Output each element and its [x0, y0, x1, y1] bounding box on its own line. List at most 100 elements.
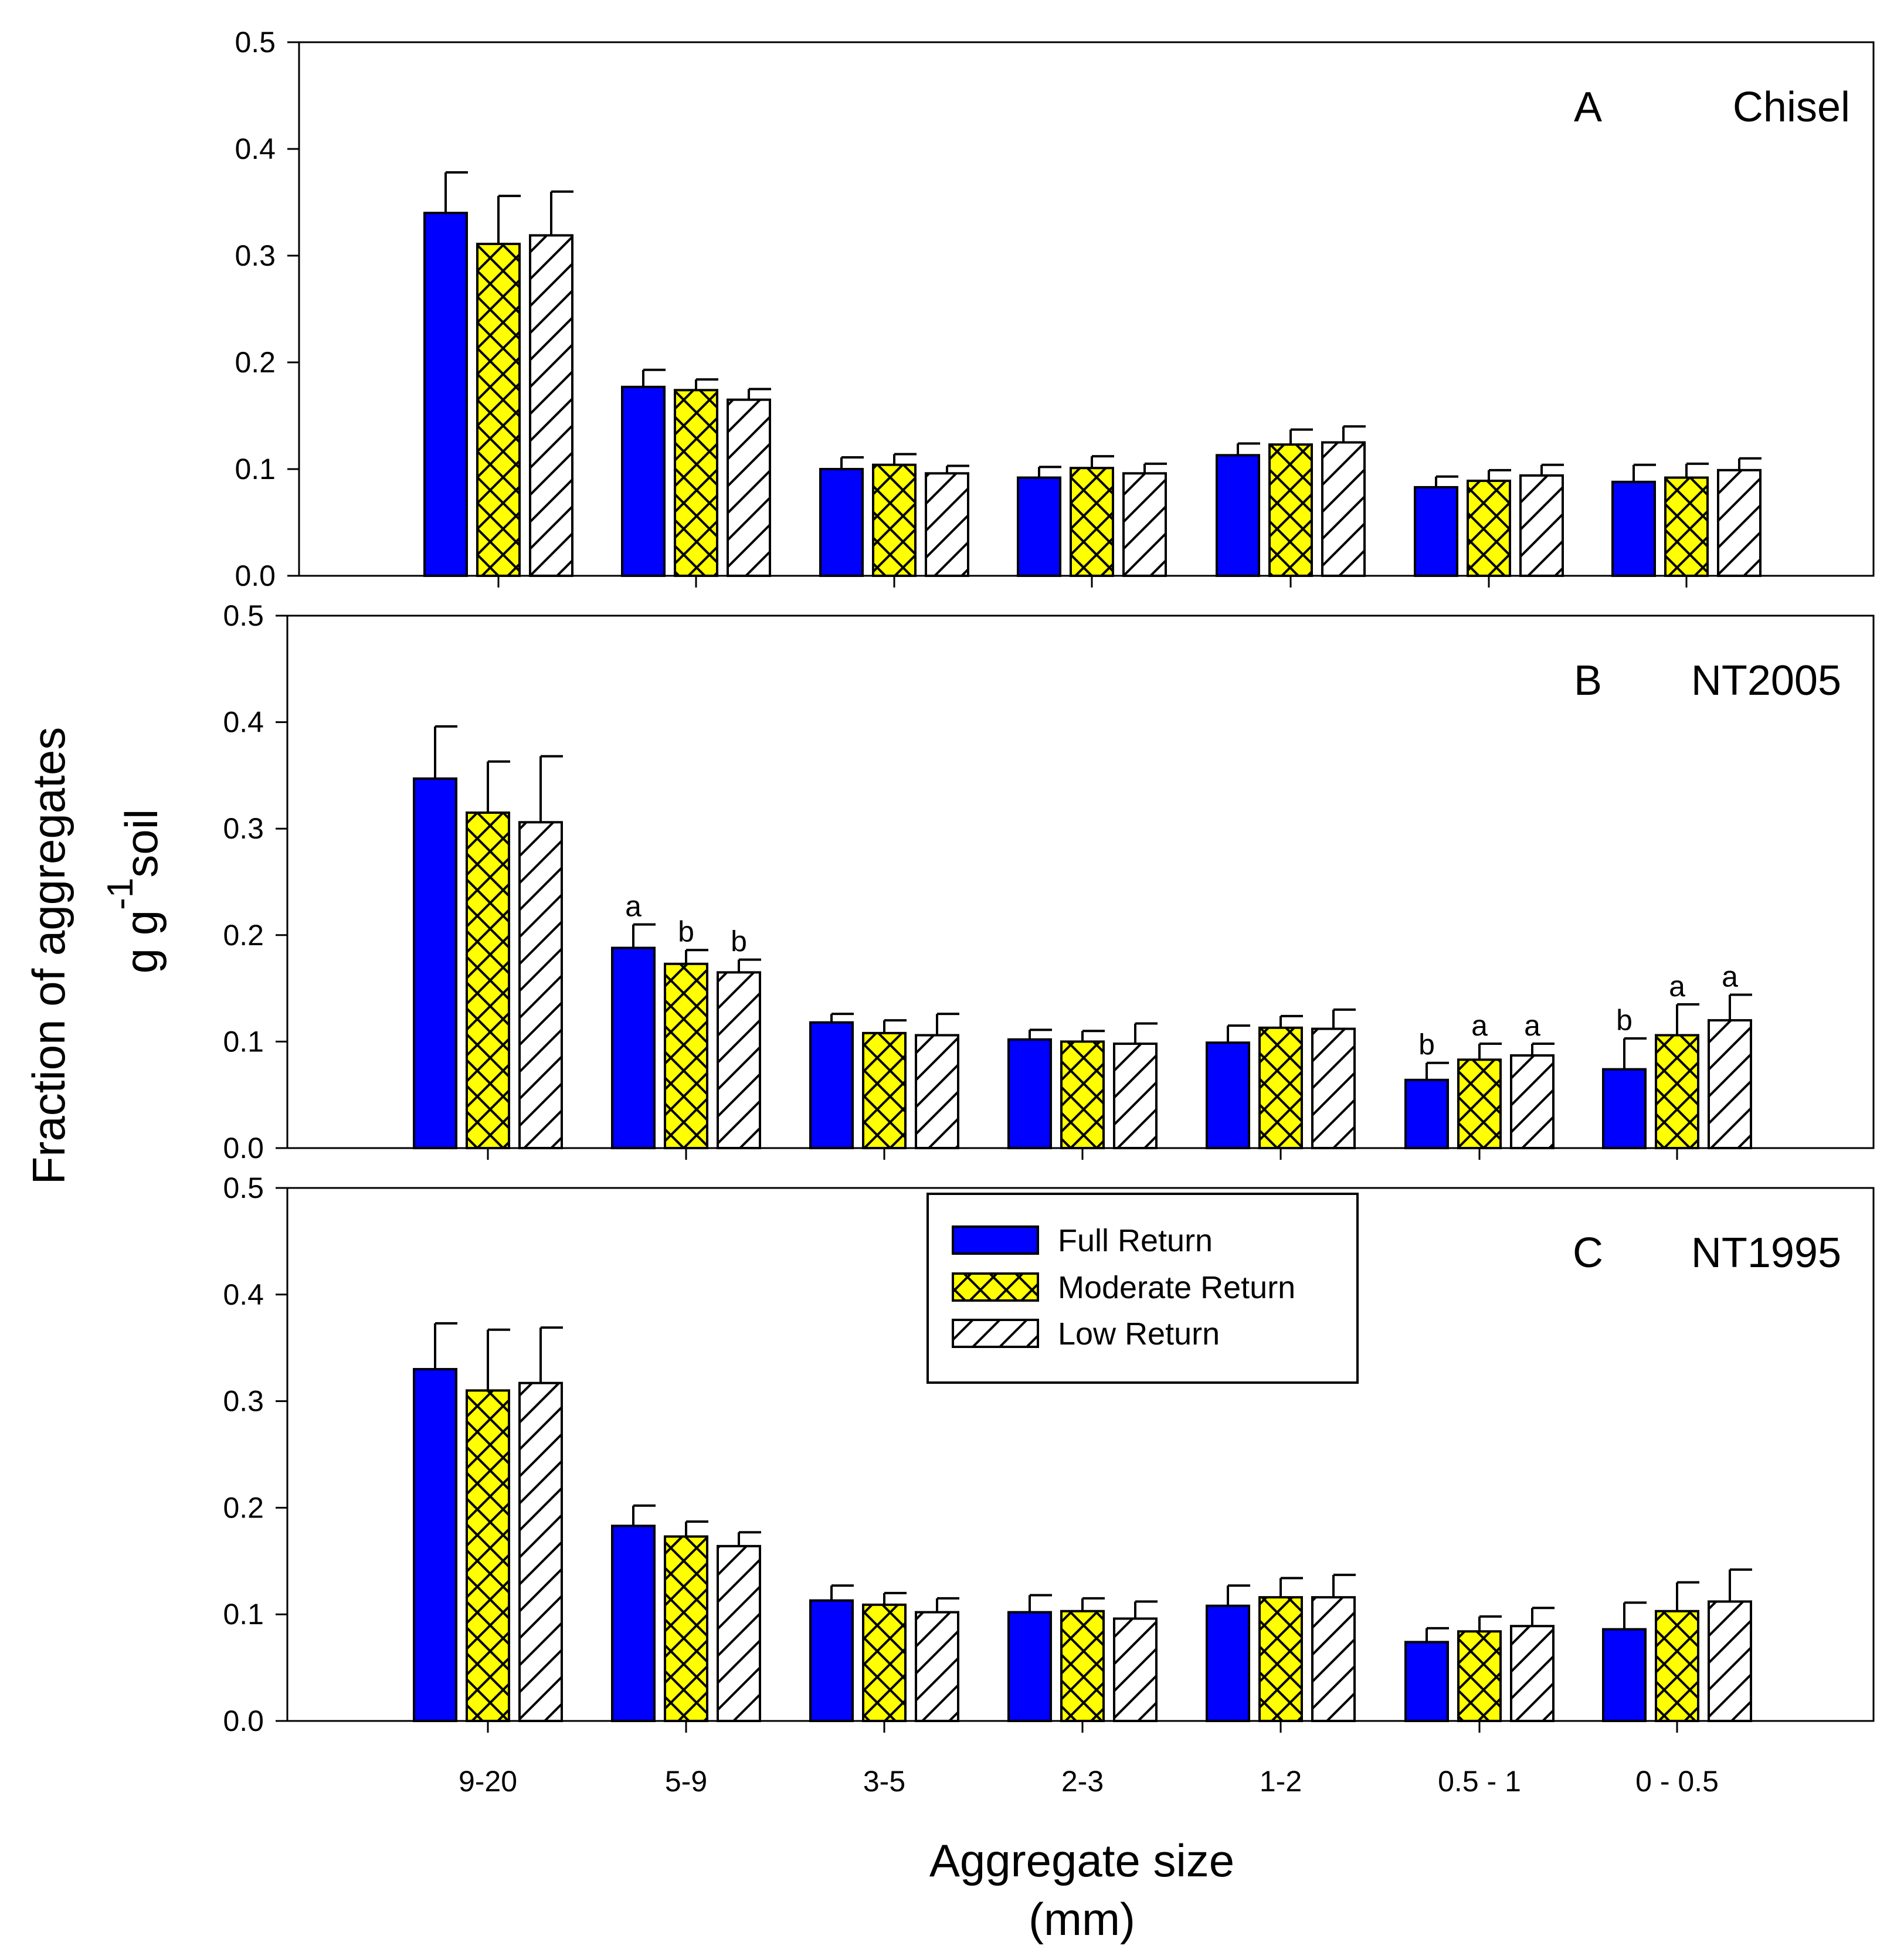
- bar-moderate-7: [1664, 476, 1709, 577]
- panel-letter: C: [1573, 1230, 1603, 1276]
- x-tick-label: 0 - 0.5: [1635, 1765, 1719, 1798]
- bar-low-3: [915, 1611, 959, 1722]
- bar-low-1: [518, 821, 563, 1149]
- bar-low-3: [925, 472, 969, 578]
- bar-low-3: [915, 1034, 959, 1150]
- bar-low-4: [1113, 1043, 1158, 1149]
- panels-layer: 0.0 0.1 0.2 0.3 0.4 0.5 A Chisel 0.0 0.1 0.2 0.3 0.4…: [223, 26, 1875, 1737]
- panel-title: NT1995: [1691, 1230, 1841, 1276]
- y-tick-label: 0.3: [235, 239, 276, 272]
- bar-moderate-2: [664, 962, 708, 1150]
- legend-swatch-full: [952, 1225, 1039, 1255]
- y-tick-label: 0.2: [223, 1491, 264, 1524]
- bar-low-7: [1708, 1600, 1752, 1723]
- bar-moderate-3: [862, 1603, 907, 1722]
- x-axis-label: Aggregate size: [929, 1835, 1234, 1886]
- y-tick-label: 0.0: [223, 1132, 264, 1164]
- bar-low-7: [1708, 1019, 1752, 1149]
- bar-full-2: [611, 946, 656, 1150]
- y-tick-label: 0.4: [223, 1278, 264, 1311]
- panel-c: 0.0 0.1 0.2 0.3 0.4 0.5 C NT1995: [223, 1172, 1875, 1737]
- bar-low-2: [727, 398, 771, 577]
- legend: Full Return Moderate Return Low Return: [926, 1193, 1359, 1384]
- significance-letter: b: [1418, 1028, 1435, 1061]
- panel-letter: B: [1574, 657, 1602, 704]
- bar-moderate-6: [1467, 480, 1511, 578]
- bar-full-5: [1206, 1604, 1250, 1722]
- bar-full-5: [1206, 1041, 1250, 1149]
- bar-full-3: [819, 468, 864, 577]
- bar-low-2: [717, 1544, 761, 1722]
- y-tick-label: 0.1: [223, 1025, 264, 1058]
- y-tick-label: 0.1: [223, 1598, 264, 1631]
- bar-full-7: [1602, 1628, 1647, 1723]
- y-axis-label: Fraction of aggregates: [23, 727, 74, 1184]
- bar-full-5: [1216, 454, 1260, 578]
- bar-full-4: [1007, 1038, 1052, 1149]
- significance-letter: b: [731, 925, 747, 958]
- bar-full-6: [1414, 485, 1458, 577]
- bar-moderate-1: [466, 1389, 510, 1722]
- bar-full-1: [423, 212, 468, 577]
- bar-moderate-1: [476, 242, 521, 578]
- bar-full-3: [809, 1599, 854, 1722]
- legend-swatch-moderate: [952, 1272, 1039, 1302]
- panel-title: NT2005: [1691, 657, 1841, 704]
- bar-full-6: [1404, 1078, 1449, 1149]
- legend-swatch-low: [952, 1319, 1039, 1348]
- bar-moderate-2: [674, 389, 718, 577]
- significance-letter: a: [625, 890, 642, 923]
- y-tick-label: 0.1: [235, 453, 276, 485]
- significance-letter: a: [1524, 1009, 1540, 1042]
- bar-full-4: [1017, 476, 1061, 577]
- bar-low-5: [1311, 1596, 1356, 1723]
- y-axis-unit: g g-1soil: [100, 809, 167, 974]
- bar-full-6: [1404, 1641, 1449, 1723]
- x-axis-unit: (mm): [1029, 1893, 1135, 1945]
- panel-b: 0.0 0.1 0.2 0.3 0.4 0.5 a b b b a a b a a B NT2005: [223, 599, 1875, 1164]
- bar-full-3: [809, 1021, 854, 1150]
- bar-low-4: [1113, 1617, 1158, 1722]
- y-tick-label: 0.4: [235, 133, 276, 165]
- bar-moderate-3: [872, 463, 917, 577]
- y-tick-label: 0.0: [223, 1705, 264, 1737]
- bar-low-1: [529, 234, 573, 578]
- bar-low-1: [518, 1381, 563, 1723]
- bar-moderate-4: [1060, 1610, 1105, 1723]
- y-tick-label: 0.3: [223, 812, 264, 845]
- y-tick-label: 0.5: [223, 1172, 264, 1204]
- y-tick-label: 0.3: [223, 1385, 264, 1418]
- bar-moderate-6: [1457, 1058, 1502, 1149]
- y-unit-suffix: soil: [116, 809, 167, 878]
- bar-low-6: [1519, 474, 1564, 577]
- bar-full-2: [621, 385, 666, 577]
- y-unit-superscript: -1: [100, 878, 141, 910]
- significance-letter: b: [678, 915, 694, 948]
- bar-moderate-7: [1655, 1034, 1699, 1150]
- axis-labels: 9-20 5-9 3-5 2-3 1-2 0.5 - 1 0 - 0.5 Aggregate …: [23, 727, 1719, 1945]
- bar-low-7: [1717, 468, 1762, 577]
- y-unit-prefix: g g: [116, 910, 167, 973]
- bar-moderate-2: [664, 1535, 708, 1723]
- significance-letter: b: [1616, 1004, 1633, 1037]
- x-tick-label: 0.5 - 1: [1438, 1765, 1521, 1798]
- bar-moderate-5: [1258, 1596, 1303, 1723]
- bar-full-1: [413, 1368, 457, 1723]
- y-tick-label: 0.4: [223, 706, 264, 739]
- bar-moderate-4: [1070, 467, 1114, 577]
- bar-full-2: [611, 1525, 656, 1722]
- bar-low-5: [1311, 1027, 1356, 1150]
- bar-moderate-7: [1655, 1610, 1699, 1723]
- bar-moderate-5: [1268, 443, 1313, 578]
- legend-label-moderate: Moderate Return: [1058, 1270, 1295, 1305]
- x-tick-label: 9-20: [459, 1765, 517, 1798]
- bar-low-5: [1321, 441, 1366, 577]
- legend-label-low: Low Return: [1058, 1316, 1220, 1352]
- y-tick-label: 0.5: [235, 26, 276, 59]
- bar-full-1: [413, 777, 457, 1149]
- significance-letter: a: [1669, 970, 1685, 1003]
- bar-moderate-6: [1457, 1630, 1502, 1723]
- x-tick-label: 3-5: [863, 1765, 905, 1798]
- bar-moderate-3: [862, 1031, 907, 1149]
- bar-full-7: [1602, 1068, 1647, 1149]
